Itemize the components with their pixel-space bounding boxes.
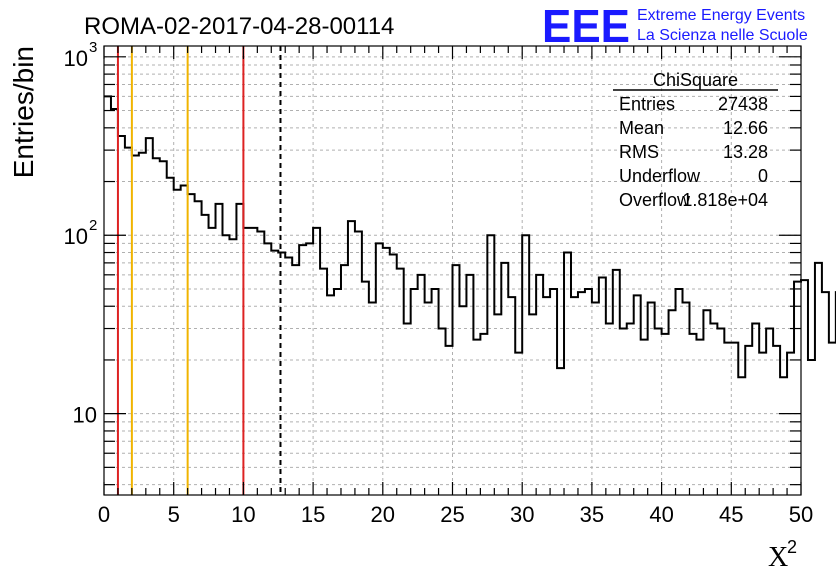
- eee-logo: EEE Extreme Energy Events La Scienza nel…: [542, 0, 808, 52]
- y-tick-label-base: 10: [64, 224, 88, 249]
- y-tick-label-base: 10: [64, 46, 88, 71]
- logo-line-2: La Scienza nelle Scuole: [637, 27, 808, 44]
- stats-title: ChiSquare: [653, 70, 738, 90]
- x-tick-label: 35: [580, 502, 604, 527]
- y-axis-label: Entries/bin: [8, 46, 39, 178]
- x-tick-label: 25: [440, 502, 464, 527]
- stats-row-label: Overflow: [619, 190, 691, 210]
- stats-row-label: RMS: [619, 142, 659, 162]
- marker-lines: [116, 46, 282, 495]
- stats-row-label: Mean: [619, 118, 664, 138]
- stats-row-value: 27438: [718, 94, 768, 114]
- x-tick-label: 10: [231, 502, 255, 527]
- histogram-bars: [104, 95, 836, 379]
- x-axis-label-main: X: [768, 542, 788, 572]
- logo-mark: EEE: [542, 0, 630, 52]
- x-tick-label: 0: [98, 502, 110, 527]
- x-axis-label-sup: 2: [787, 537, 797, 557]
- stats-row-value: 1.818e+04: [682, 190, 768, 210]
- chart-title: ROMA-02-2017-04-28-00114: [84, 13, 394, 40]
- x-tick-label: 50: [789, 502, 813, 527]
- x-axis-label: X 2: [768, 537, 797, 572]
- x-tick-label: 15: [301, 502, 325, 527]
- x-tick-label: 5: [168, 502, 180, 527]
- stats-row-label: Entries: [619, 94, 675, 114]
- stats-row-value: 13.28: [723, 142, 768, 162]
- x-axis: 0 5 10 15 20 25 30 35 40 45 50: [98, 46, 813, 527]
- x-tick-label: 30: [510, 502, 534, 527]
- y-tick-label-exp: 3: [89, 39, 97, 56]
- x-tick-label: 20: [371, 502, 395, 527]
- logo-line-1: Extreme Energy Events: [637, 7, 805, 24]
- stats-row-label: Underflow: [619, 166, 701, 186]
- histogram-outline: [104, 95, 836, 379]
- stats-row-value: 0: [758, 166, 768, 186]
- y-tick-label-base: 10: [73, 403, 97, 428]
- y-tick-label: 10 3: [64, 39, 98, 71]
- stats-row-value: 12.66: [723, 118, 768, 138]
- y-tick-label-exp: 2: [89, 217, 97, 234]
- stats-box: ChiSquare Entries 27438 Mean 12.66 RMS 13.28 Un…: [613, 70, 778, 210]
- x-tick-label: 40: [649, 502, 673, 527]
- y-tick-label: 10: [73, 403, 97, 428]
- y-tick-label: 10 2: [64, 217, 98, 249]
- x-tick-label: 45: [719, 502, 743, 527]
